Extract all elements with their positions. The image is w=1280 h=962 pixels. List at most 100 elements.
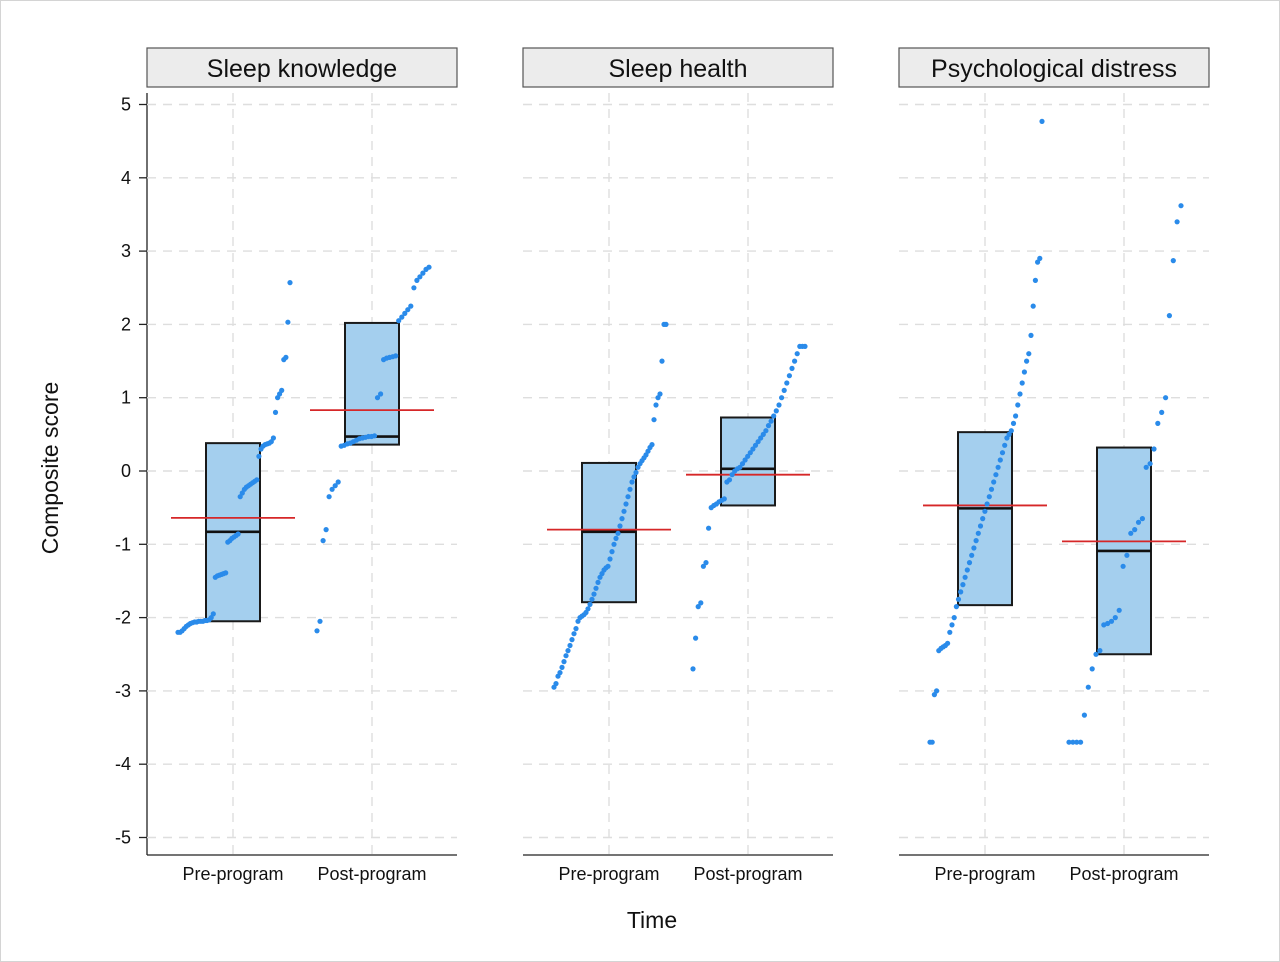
data-point <box>420 270 426 276</box>
data-point <box>737 464 743 470</box>
data-point <box>1112 615 1118 621</box>
data-point <box>402 310 408 316</box>
data-point <box>745 453 751 459</box>
data-point <box>320 538 326 544</box>
data-point <box>1163 395 1169 401</box>
data-point <box>663 321 669 327</box>
data-point <box>1093 651 1099 657</box>
data-point <box>659 358 665 364</box>
data-point <box>623 501 629 507</box>
data-point <box>934 688 940 694</box>
data-point <box>739 461 746 467</box>
data-point <box>945 640 951 646</box>
data-point <box>1135 519 1142 525</box>
data-point <box>585 606 591 612</box>
data-point <box>561 659 567 665</box>
data-point <box>408 303 414 309</box>
data-point <box>210 611 216 617</box>
data-point <box>773 408 779 414</box>
data-point <box>789 365 795 371</box>
data-point <box>1015 402 1021 408</box>
data-point <box>802 343 808 349</box>
y-tick-label: -5 <box>115 828 131 848</box>
box <box>720 416 776 507</box>
data-point <box>414 277 420 283</box>
data-point <box>1017 391 1023 397</box>
data-point <box>393 353 399 359</box>
data-point <box>589 596 595 602</box>
data-point <box>729 472 735 478</box>
data-point <box>653 402 659 408</box>
y-tick-label: 0 <box>121 461 131 481</box>
y-axis-title: Composite score <box>37 382 63 555</box>
data-point <box>553 681 559 687</box>
data-point <box>611 541 617 547</box>
panel-1: Sleep health Pre-program Post-program <box>522 47 834 884</box>
panel-2: Psychological distress Pre-program Post-pr… <box>898 47 1210 884</box>
data-point <box>929 739 935 745</box>
data-point <box>964 567 970 573</box>
data-point <box>559 664 565 671</box>
x-tick-label: Post-program <box>693 864 802 884</box>
data-point <box>591 591 597 597</box>
data-point <box>755 439 761 445</box>
data-point <box>781 387 787 393</box>
data-point <box>625 494 631 500</box>
y-tick-label: 2 <box>121 314 131 334</box>
data-point <box>405 307 411 313</box>
data-point <box>693 635 699 641</box>
panel-strip <box>522 47 834 88</box>
data-point <box>329 486 335 492</box>
data-point <box>747 450 753 456</box>
data-point <box>567 642 573 649</box>
data-point <box>629 479 635 485</box>
data-point <box>1097 648 1103 654</box>
data-point <box>1019 380 1025 386</box>
data-point <box>374 395 381 401</box>
data-point <box>1024 358 1030 364</box>
data-point <box>971 545 977 551</box>
data-point <box>657 391 663 397</box>
data-point <box>1128 530 1134 536</box>
data-point <box>779 395 785 401</box>
data-point <box>951 615 957 621</box>
data-point <box>726 477 733 483</box>
data-point <box>995 464 1001 470</box>
data-point <box>984 501 990 507</box>
y-tick-label: -1 <box>115 534 131 554</box>
data-point <box>651 417 657 423</box>
data-point <box>283 354 289 360</box>
data-point <box>1032 277 1038 283</box>
x-tick-label: Pre-program <box>934 864 1035 884</box>
data-point <box>285 319 291 325</box>
data-point <box>969 552 975 558</box>
y-tick-label: 1 <box>121 388 131 408</box>
data-point <box>621 508 627 514</box>
data-point <box>794 351 800 357</box>
data-point <box>335 479 341 485</box>
data-point <box>609 549 615 555</box>
data-point <box>966 560 973 566</box>
data-point <box>955 596 962 602</box>
data-point <box>1147 461 1153 467</box>
data-point <box>1039 118 1045 124</box>
data-point <box>563 653 569 659</box>
data-point <box>698 600 704 606</box>
data-point <box>1116 607 1122 613</box>
panel-strip <box>898 47 1210 88</box>
data-point <box>1170 258 1176 264</box>
y-tick-label: 3 <box>121 241 131 261</box>
data-point <box>1174 219 1180 225</box>
panel-title: Sleep knowledge <box>207 55 397 83</box>
data-point <box>962 574 968 580</box>
y-axis: 5 4 3 2 1 0 -1 -2 -3 -4 -5 <box>115 93 148 855</box>
data-point <box>786 373 793 379</box>
data-point <box>426 264 432 270</box>
data-point <box>1124 552 1130 558</box>
y-tick-label: 5 <box>121 95 131 115</box>
data-point <box>587 601 593 608</box>
data-point <box>1070 739 1076 745</box>
data-point <box>986 494 992 500</box>
data-point <box>1108 618 1115 624</box>
data-point <box>999 450 1006 456</box>
